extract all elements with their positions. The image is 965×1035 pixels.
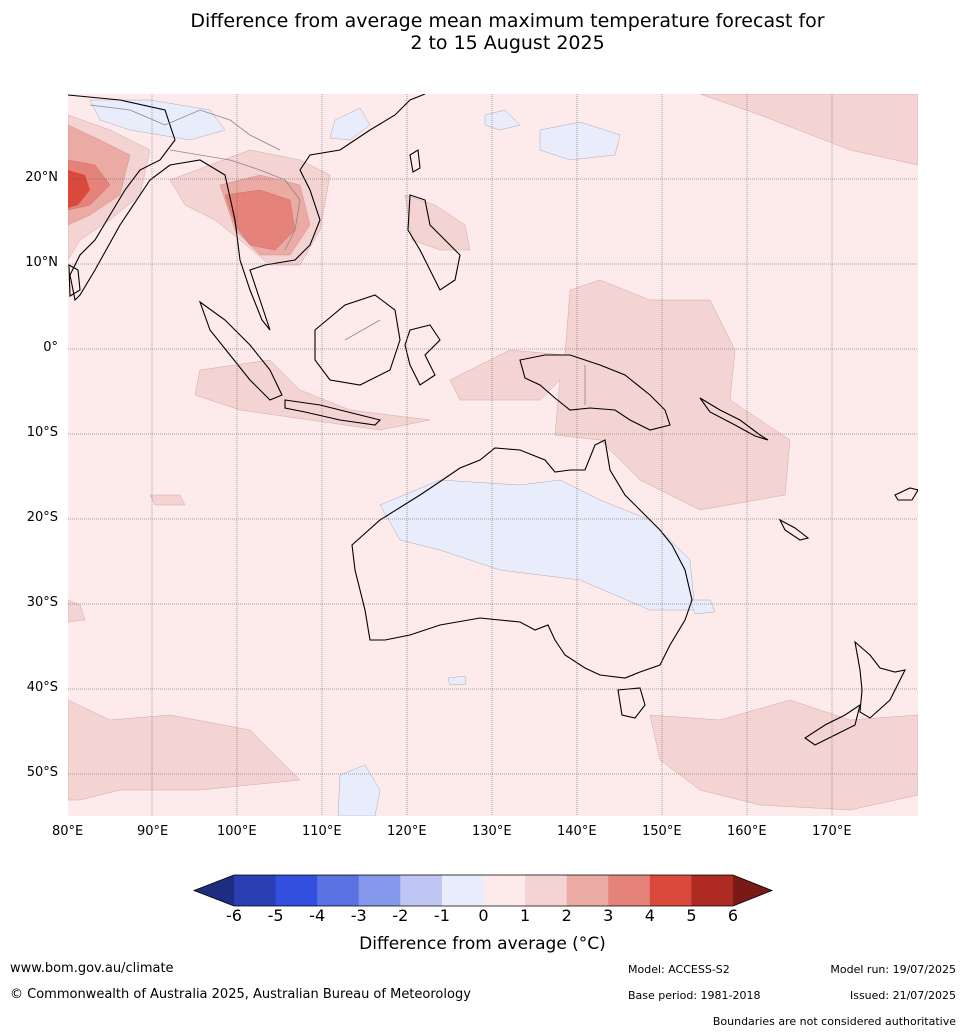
- java-coastline: [284, 399, 382, 426]
- colorbar-segment: [525, 875, 568, 906]
- colorbar-tick-label: 3: [603, 906, 614, 925]
- lon-label-90e: 90°E: [137, 824, 169, 839]
- border-china: [89, 104, 281, 151]
- taiwan-coastline: [409, 149, 421, 173]
- colorbar-segment: [400, 875, 443, 906]
- border-indochina: [169, 149, 301, 251]
- philippines-coastline: [407, 194, 461, 291]
- lon-label-80e: 80°E: [52, 824, 84, 839]
- lat-label-0: 0°: [43, 340, 58, 355]
- lat-label-40s: 40°S: [26, 680, 58, 695]
- colorbar-tick-label: -4: [309, 906, 326, 925]
- colorbar-tick-label: 0: [478, 906, 489, 925]
- colorbar-segment: [483, 875, 526, 906]
- new-zealand-north: [854, 640, 906, 719]
- colorbar-segment: [691, 875, 734, 906]
- new-caledonia: [778, 518, 810, 541]
- new-guinea-coastline: [519, 354, 671, 431]
- colorbar-tick-label: -6: [226, 906, 242, 925]
- anomaly-area-philippines: [404, 194, 471, 251]
- footer-disclaimer: Boundaries are not considered authoritat…: [712, 1015, 956, 1028]
- anomaly-area-small-2: [68, 599, 86, 623]
- lat-label-30s: 30°S: [26, 595, 58, 610]
- footer-issued: Issued: 21/07/2025: [849, 989, 956, 1002]
- forecast-map: [68, 94, 918, 816]
- lon-label-100e: 100°E: [217, 824, 257, 839]
- lat-label-20s: 20°S: [26, 510, 58, 525]
- lon-label-170e: 170°E: [812, 824, 852, 839]
- anomaly-area-small-1: [149, 494, 186, 506]
- colorbar-tick-label: 6: [727, 906, 739, 925]
- mainland-asia-coastline: [68, 94, 426, 331]
- footer-website: www.bom.gov.au/climate: [10, 961, 174, 976]
- anomaly-area-india-west-4: [68, 170, 90, 208]
- colorbar-tick-label: 5: [686, 906, 697, 925]
- colorbar-segment: [317, 875, 360, 906]
- title-line-1: Difference from average mean maximum tem…: [190, 10, 825, 32]
- colorbar-arrow-low: [194, 875, 234, 906]
- lon-label-130e: 130°E: [472, 824, 512, 839]
- colorbar-segment: [275, 875, 318, 906]
- lat-label-20n: 20°N: [25, 170, 58, 185]
- sri-lanka-coastline: [68, 264, 81, 297]
- colorbar-tick-label: 1: [519, 906, 531, 925]
- footer-copyright: © Commonwealth of Australia 2025, Austra…: [10, 987, 471, 1002]
- lat-label-10n: 10°N: [25, 255, 58, 270]
- sulawesi-coastline: [404, 324, 441, 386]
- colorbar-tick-label: -1: [433, 906, 450, 925]
- anomaly-area-indian-ocean: [194, 359, 431, 431]
- negative-area-small-3: [447, 675, 467, 686]
- lat-label-50s: 50°S: [26, 765, 58, 780]
- negative-area-southern: [337, 764, 381, 816]
- fiji: [894, 487, 918, 501]
- anomaly-area-newguinea: [449, 279, 791, 511]
- lon-label-110e: 110°E: [302, 824, 342, 839]
- colorbar-segment: [566, 875, 609, 906]
- title-line-2: 2 to 15 August 2025: [410, 32, 605, 54]
- tasmania-coastline: [617, 687, 646, 719]
- lon-label-140e: 140°E: [557, 824, 597, 839]
- colorbar-tick-label: -2: [392, 906, 409, 925]
- sumatra-coastline: [198, 300, 283, 401]
- colorbar-segment: [608, 875, 651, 906]
- colorbar-tick-label: -5: [267, 906, 284, 925]
- lat-label-10s: 10°S: [26, 425, 58, 440]
- colorbar-segment: [234, 875, 277, 906]
- footer-model-run: Model run: 19/07/2025: [830, 963, 956, 976]
- negative-area-pacific: [539, 121, 621, 161]
- footer-base-period: Base period: 1981-2018: [628, 989, 761, 1002]
- negative-area-sea: [329, 107, 371, 141]
- negative-area-tasman: [689, 599, 716, 615]
- map-title: Difference from average mean maximum tem…: [0, 10, 965, 54]
- lon-label-160e: 160°E: [727, 824, 767, 839]
- solomon-islands: [699, 397, 769, 441]
- colorbar-tick-label: -3: [350, 906, 367, 925]
- colorbar-segment: [649, 875, 692, 906]
- negative-area-australia: [379, 479, 696, 611]
- anomaly-area-pacific-ne: [699, 94, 918, 166]
- colorbar-segment: [358, 875, 401, 906]
- lon-label-120e: 120°E: [387, 824, 427, 839]
- anomaly-area-southern-ocean-west: [68, 699, 301, 801]
- new-zealand-south: [804, 703, 861, 746]
- colorbar-tick-label: 4: [644, 906, 655, 925]
- negative-area-ocean-north: [484, 109, 521, 131]
- colorbar-segment: [441, 875, 484, 906]
- borneo-coastline: [314, 294, 401, 386]
- colorbar-label: Difference from average (°C): [359, 934, 606, 954]
- colorbar-outline: [192, 874, 774, 907]
- footer-model: Model: ACCESS-S2: [628, 963, 730, 976]
- australia-coastline: [351, 439, 693, 679]
- anomaly-area-indochina-3: [224, 189, 296, 251]
- border-borneo: [344, 319, 381, 341]
- colorbar-tick-label: 2: [561, 906, 572, 925]
- negative-area-china: [89, 99, 226, 141]
- colorbar-arrow-high: [733, 875, 772, 906]
- lon-label-150e: 150°E: [642, 824, 682, 839]
